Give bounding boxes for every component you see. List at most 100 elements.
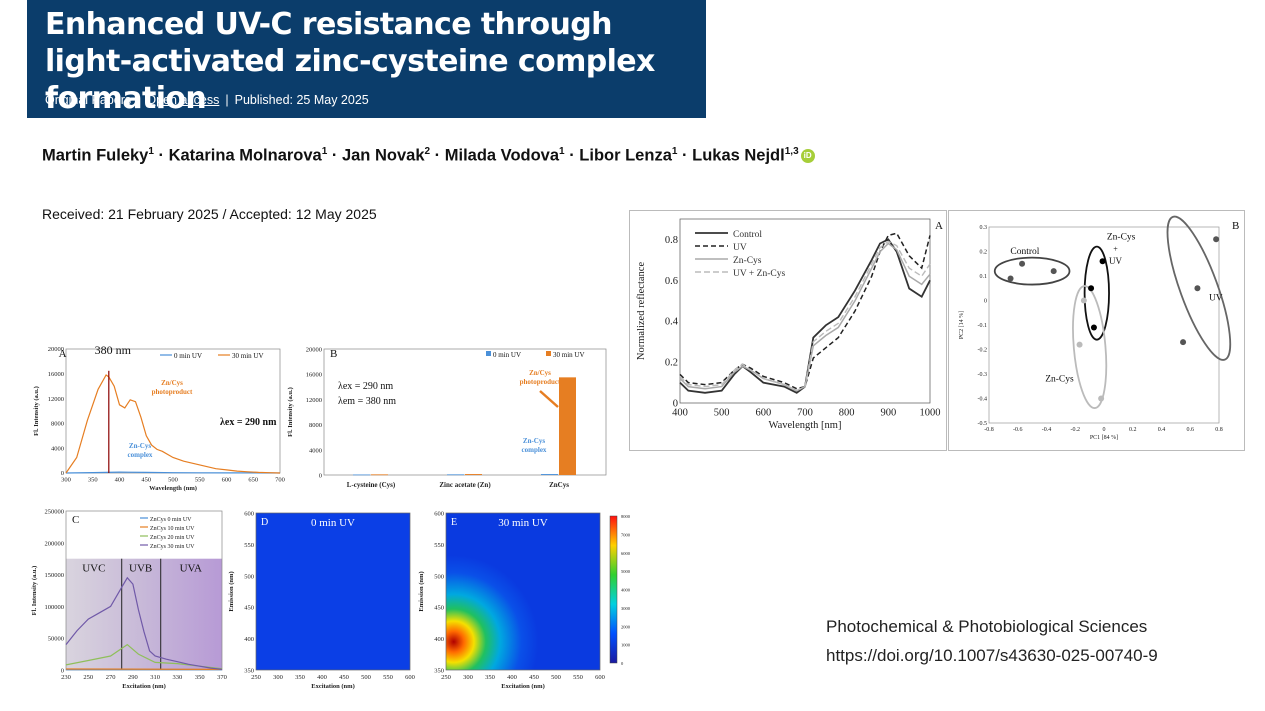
scatter-point [1019,260,1026,267]
x-tick-label: 0.4 [1158,427,1166,433]
panel-letter: B [330,348,337,360]
y-tick-label: 350 [244,668,254,675]
panel-letter: A [935,220,943,232]
x-tick-label: 0.8 [1215,427,1223,433]
x-tick-label: 230 [61,674,71,681]
x-axis-label: Excitation (nm) [311,683,355,690]
panel-letter: C [72,514,79,526]
x-tick-label: 270 [106,674,116,681]
annotation: photoproduct [520,378,561,386]
plot-frame [255,512,411,671]
group-label: + [1113,245,1118,254]
y-tick-label: 0.2 [665,358,678,369]
doi-link[interactable]: https://doi.org/10.1007/s43630-025-00740… [826,646,1158,665]
legend-label: 0 min UV [493,351,521,359]
affiliation-marker: 1 [148,146,154,157]
x-tick-label: 650 [248,477,258,484]
y-tick-label: 0.6 [665,276,678,287]
author[interactable]: Jan Novak [341,146,425,165]
y-tick-label: 150000 [45,572,65,579]
affiliation-marker: 1 [671,146,678,157]
y-tick-label: -0.5 [978,421,988,427]
author[interactable]: Lukas Nejdl [692,146,785,165]
scatter-point [1099,258,1106,265]
colorbar-tick-label: 2000 [621,624,631,629]
y-tick-label: 600 [434,511,444,518]
figure-reflectance: 400 500 600 700 800 900 1000 0 0.2 0.4 0.6 0.8 Wavel… [629,210,947,451]
annotation: Zn-Cys [523,437,545,445]
y-tick-label: 100000 [45,604,65,611]
author[interactable]: Milada Vodova [444,146,560,165]
figure-excitation-c: UVC UVB UVA 230 250 270 290 310 330 350 370 0 50000 1… [30,505,230,695]
annotation: Zn/Cys [161,379,183,387]
x-axis-label: Wavelength [nm] [769,420,842,431]
series-line-1 [679,232,931,390]
y-tick-label: 500 [244,573,254,580]
y-tick-label: 0 [984,299,987,305]
heatmap-title: 0 min UV [311,517,355,529]
y-tick-label: 20000 [306,347,322,354]
bar [559,377,576,475]
series-line-3 [65,576,223,670]
author[interactable]: Libor Lenza [579,146,672,165]
y-tick-label: 450 [434,605,444,612]
x-tick-label: 600 [405,674,415,681]
colorbar-tick-label: 3000 [621,606,631,611]
orcid-icon[interactable]: iD [800,149,815,164]
y-tick-label: 50000 [48,636,64,643]
series-line-1 [65,374,281,474]
y-tick-label: 250000 [45,509,65,516]
x-tick-label: 450 [141,477,151,484]
annotation: complex [128,451,153,459]
y-axis-label: Fl. Intensity (a.u.) [31,566,38,616]
legend-label: ZnCys 20 min UV [150,535,195,541]
x-tick-label: 250 [441,674,451,681]
affiliation-marker: 1 [321,146,328,157]
x-tick-label: 500 [551,674,561,681]
scatter-point [1213,236,1220,243]
y-tick-label: 8000 [309,422,322,429]
region-label: UVB [129,563,152,575]
heatmap-field [446,513,600,670]
colorbar-tick-label: 5000 [621,569,631,574]
article-type[interactable]: Original Papers [45,93,132,107]
affiliation-marker: 1 [559,146,565,157]
x-tick-label: 550 [573,674,583,681]
y-tick-label: 4000 [309,447,322,454]
colorbar-tick-label: 6000 [621,551,631,556]
x-tick-label: 700 [797,408,813,419]
y-tick-label: 200000 [45,540,65,547]
x-tick-label: 0 [1103,427,1106,433]
y-tick-label: 0.3 [980,225,988,231]
plot-frame [65,348,281,474]
y-axis-label: Fl. Intensity (a.u.) [287,387,294,437]
x-tick-label: 1000 [920,408,941,419]
annotation: complex [522,446,547,454]
x-tick-label: 500 [168,477,178,484]
affiliation-marker: 1,3 [784,146,799,157]
x-tick-label: -0.6 [1013,427,1023,433]
journal-name: Photochemical & Photobiological Sciences [826,617,1148,636]
y-tick-label: 500 [434,573,444,580]
legend-label: UV + Zn-Cys [733,269,785,279]
open-access-link[interactable]: Open access [146,93,220,107]
x-tick-label: 0.6 [1187,427,1195,433]
scatter-point [1194,285,1201,292]
group-ellipse [1072,285,1108,409]
legend-label: Control [733,230,762,240]
y-axis-label: Emission (nm) [418,571,425,611]
author[interactable]: Katarina Molnarova [168,146,322,165]
y-tick-label: 0 [319,473,322,480]
scatter-point [1098,395,1105,402]
x-tick-label: 400 [115,477,125,484]
y-tick-label: -0.1 [978,323,988,329]
article-header: Enhanced UV-C resistance through light-a… [27,0,706,118]
legend-label: 30 min UV [232,352,264,360]
article-title: Enhanced UV-C resistance through light-a… [45,7,655,116]
panel-letter: E [451,517,457,528]
panel-letter: B [1232,220,1239,232]
author[interactable]: Martin Fuleky [42,146,149,165]
panel-letter: D [261,517,268,528]
y-tick-label: 20000 [48,346,64,353]
annotation: Zn/Cys [529,369,551,377]
